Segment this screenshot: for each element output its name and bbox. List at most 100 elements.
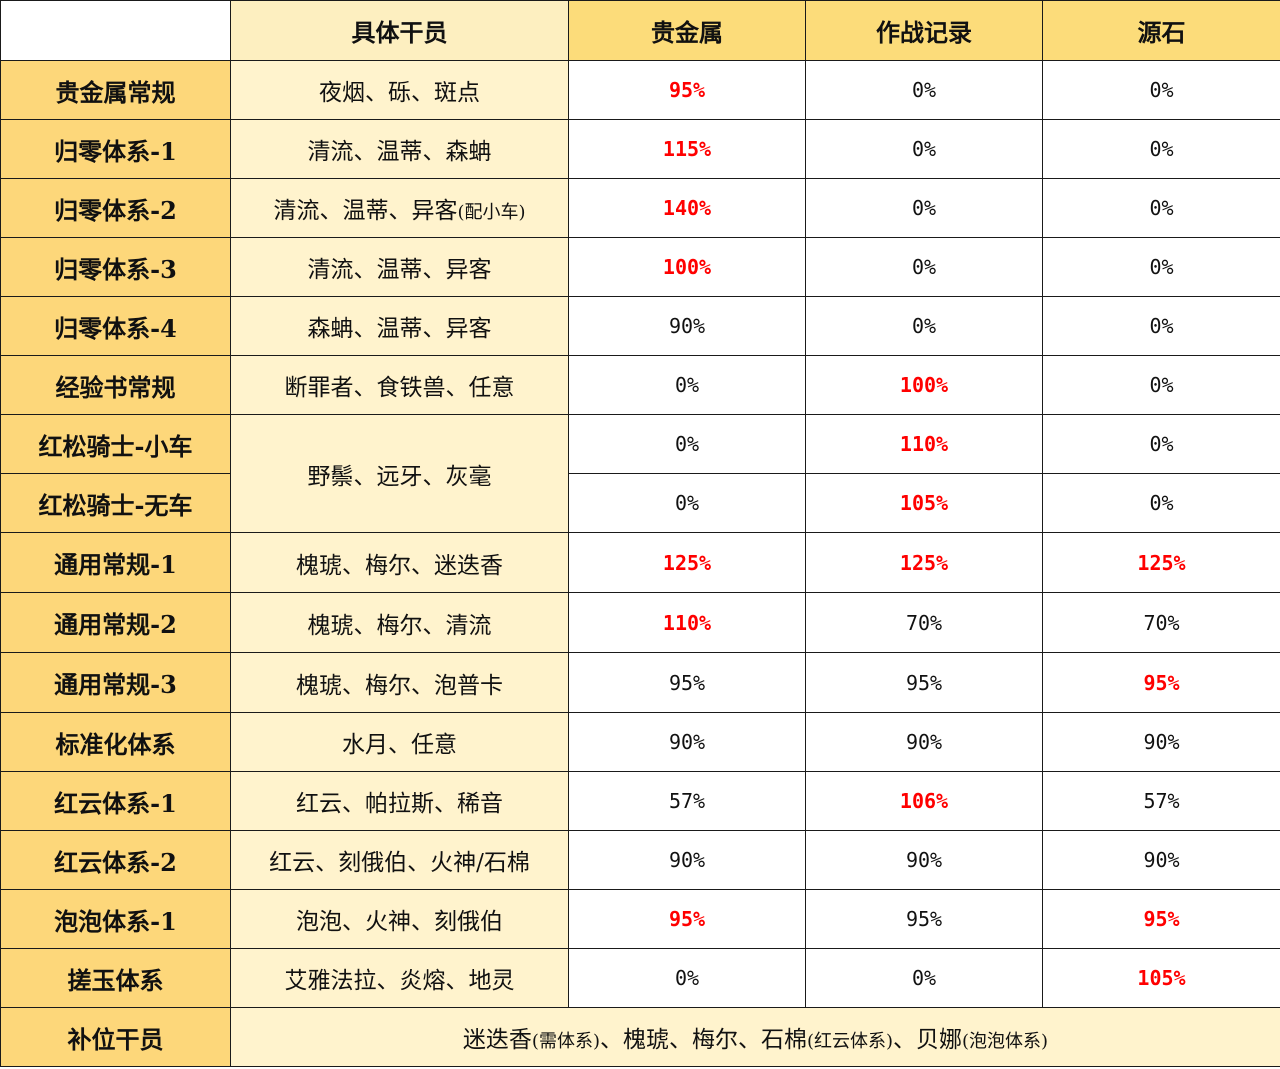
table-row: 归零体系-1 清流、温蒂、森蚺 115% 0% 0% bbox=[0, 119, 1280, 179]
value-record: 110% bbox=[805, 414, 1043, 474]
value-record: 95% bbox=[805, 652, 1043, 713]
row-agents: 清流、温蒂、异客 bbox=[230, 237, 569, 297]
row-agents: 红云、帕拉斯、稀音 bbox=[230, 771, 569, 831]
value-record: 105% bbox=[805, 473, 1043, 533]
value-originium: 0% bbox=[1042, 355, 1280, 415]
agents-note: (配小车) bbox=[457, 202, 526, 223]
row-agents: 槐琥、梅尔、清流 bbox=[230, 592, 569, 653]
table-row: 通用常规-1 槐琥、梅尔、迷迭香 125% 125% 125% bbox=[0, 532, 1280, 593]
table-row: 红云体系-1 红云、帕拉斯、稀音 57% 106% 57% bbox=[0, 771, 1280, 831]
value-originium: 125% bbox=[1042, 532, 1280, 593]
row-agents: 夜烟、砾、斑点 bbox=[230, 60, 569, 120]
value-precious: 95% bbox=[568, 60, 806, 120]
table-row: 归零体系-3 清流、温蒂、异客 100% 0% 0% bbox=[0, 237, 1280, 297]
value-originium: 0% bbox=[1042, 60, 1280, 120]
header-agents: 具体干员 bbox=[230, 0, 569, 61]
value-originium: 90% bbox=[1042, 830, 1280, 890]
row-name: 标准化体系 bbox=[0, 712, 231, 772]
value-precious: 140% bbox=[568, 178, 806, 238]
value-originium: 0% bbox=[1042, 119, 1280, 179]
footer-note-3: (泡泡体系) bbox=[962, 1031, 1049, 1052]
value-precious: 0% bbox=[568, 473, 806, 533]
value-originium: 90% bbox=[1042, 712, 1280, 772]
table-row: 标准化体系 水月、任意 90% 90% 90% bbox=[0, 712, 1280, 772]
value-precious: 0% bbox=[568, 414, 806, 474]
footer-row: 补位干员 迷迭香(需体系)、槐琥、梅尔、石棉(红云体系)、贝娜(泡泡体系) bbox=[0, 1007, 1280, 1067]
value-record: 70% bbox=[805, 592, 1043, 653]
row-name: 红云体系-2 bbox=[0, 830, 231, 890]
row-name: 泡泡体系-1 bbox=[0, 889, 231, 949]
footer-agents: 迷迭香(需体系)、槐琥、梅尔、石棉(红云体系)、贝娜(泡泡体系) bbox=[230, 1007, 1280, 1067]
row-agents: 断罪者、食铁兽、任意 bbox=[230, 355, 569, 415]
value-precious: 115% bbox=[568, 119, 806, 179]
table-row: 红松骑士-小车 野鬃、远牙、灰毫 0% 110% 0% bbox=[0, 414, 1280, 533]
value-originium: 95% bbox=[1042, 652, 1280, 713]
value-precious: 110% bbox=[568, 592, 806, 653]
value-precious: 100% bbox=[568, 237, 806, 297]
header-originium: 源石 bbox=[1042, 0, 1280, 61]
row-agents: 水月、任意 bbox=[230, 712, 569, 772]
footer-name: 补位干员 bbox=[0, 1007, 231, 1067]
table-row: 经验书常规 断罪者、食铁兽、任意 0% 100% 0% bbox=[0, 355, 1280, 415]
value-originium: 57% bbox=[1042, 771, 1280, 831]
footer-agent-1: 迷迭香 bbox=[462, 1027, 532, 1053]
table-row: 红松骑士-无车 0% 105% 0% bbox=[0, 473, 1280, 533]
footer-note-2: (红云体系) bbox=[806, 1031, 894, 1052]
value-originium: 0% bbox=[1042, 473, 1280, 533]
row-agents: 槐琥、梅尔、泡普卡 bbox=[230, 652, 569, 713]
row-name: 通用常规-3 bbox=[0, 652, 231, 713]
row-name: 归零体系-1 bbox=[0, 119, 231, 179]
value-originium: 0% bbox=[1042, 296, 1280, 356]
row-name: 归零体系-2 bbox=[0, 178, 231, 238]
table-row: 归零体系-4 森蚺、温蒂、异客 90% 0% 0% bbox=[0, 296, 1280, 356]
value-record: 106% bbox=[805, 771, 1043, 831]
value-precious: 95% bbox=[568, 889, 806, 949]
header-blank-cell bbox=[0, 0, 231, 61]
row-agents: 清流、温蒂、异客(配小车) bbox=[230, 178, 569, 238]
row-agents: 泡泡、火神、刻俄伯 bbox=[230, 889, 569, 949]
table-row: 泡泡体系-1 泡泡、火神、刻俄伯 95% 95% 95% bbox=[0, 889, 1280, 949]
value-record: 95% bbox=[805, 889, 1043, 949]
row-agents: 槐琥、梅尔、迷迭香 bbox=[230, 532, 569, 593]
row-name: 通用常规-1 bbox=[0, 532, 231, 593]
table-row: 通用常规-2 槐琥、梅尔、清流 110% 70% 70% bbox=[0, 592, 1280, 653]
table-row: 归零体系-2 清流、温蒂、异客(配小车) 140% 0% 0% bbox=[0, 178, 1280, 238]
row-agents: 艾雅法拉、炎熔、地灵 bbox=[230, 948, 569, 1008]
value-record: 100% bbox=[805, 355, 1043, 415]
footer-agent-2: 、槐琥、梅尔、石棉 bbox=[599, 1027, 807, 1053]
value-originium: 105% bbox=[1042, 948, 1280, 1008]
row-name: 归零体系-3 bbox=[0, 237, 231, 297]
value-precious: 125% bbox=[568, 532, 806, 593]
value-record: 90% bbox=[805, 712, 1043, 772]
row-name: 红云体系-1 bbox=[0, 771, 231, 831]
row-agents: 红云、刻俄伯、火神/石棉 bbox=[230, 830, 569, 890]
value-precious: 57% bbox=[568, 771, 806, 831]
value-precious: 0% bbox=[568, 948, 806, 1008]
value-record: 0% bbox=[805, 296, 1043, 356]
value-originium: 95% bbox=[1042, 889, 1280, 949]
value-originium: 0% bbox=[1042, 178, 1280, 238]
row-name: 红松骑士-小车 bbox=[0, 414, 231, 474]
table-row: 搓玉体系 艾雅法拉、炎熔、地灵 0% 0% 105% bbox=[0, 948, 1280, 1008]
footer-agent-3: 、贝娜 bbox=[893, 1027, 963, 1053]
row-name: 经验书常规 bbox=[0, 355, 231, 415]
header-row: 具体干员 贵金属 作战记录 源石 bbox=[0, 0, 1280, 61]
row-name: 贵金属常规 bbox=[0, 60, 231, 120]
row-name: 搓玉体系 bbox=[0, 948, 231, 1008]
value-record: 0% bbox=[805, 119, 1043, 179]
row-agents: 清流、温蒂、森蚺 bbox=[230, 119, 569, 179]
value-record: 125% bbox=[805, 532, 1043, 593]
footer-note-1: (需体系) bbox=[531, 1031, 600, 1052]
row-name: 通用常规-2 bbox=[0, 592, 231, 653]
value-precious: 0% bbox=[568, 355, 806, 415]
value-precious: 90% bbox=[568, 712, 806, 772]
row-agents-merged: 野鬃、远牙、灰毫 bbox=[230, 414, 569, 533]
row-agents: 森蚺、温蒂、异客 bbox=[230, 296, 569, 356]
value-record: 0% bbox=[805, 178, 1043, 238]
value-originium: 70% bbox=[1042, 592, 1280, 653]
value-precious: 90% bbox=[568, 830, 806, 890]
value-record: 0% bbox=[805, 60, 1043, 120]
row-name: 红松骑士-无车 bbox=[0, 473, 231, 533]
